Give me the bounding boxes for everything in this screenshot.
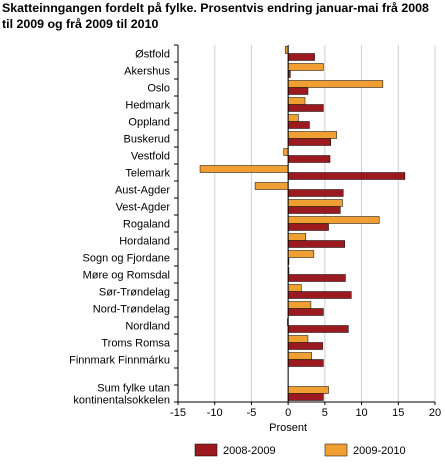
category-label: Vestfold: [131, 151, 170, 163]
category-label: Telemark: [125, 168, 170, 180]
bar-series-2: [254, 182, 289, 190]
x-tick-label: -10: [207, 407, 223, 419]
bar-series-1: [287, 53, 315, 61]
bar-series-1: [287, 172, 406, 180]
bar-series-1: [287, 121, 310, 129]
x-tick-label: 20: [429, 407, 441, 419]
bar-series-1: [287, 325, 349, 333]
x-tick-label: -15: [170, 407, 186, 419]
bar-series-2: [287, 250, 315, 258]
bar-series-2: [199, 165, 289, 173]
category-label: Vest-Agder: [116, 202, 171, 214]
bar-series-1: [287, 138, 331, 146]
bar-series-1: [287, 189, 344, 197]
category-label: Hedmark: [125, 100, 170, 112]
category-label: Akershus: [124, 66, 170, 78]
category-label: Hordaland: [119, 236, 170, 248]
bar-series-2: [287, 233, 307, 241]
x-tick-label: 5: [322, 407, 328, 419]
category-label: Oslo: [147, 83, 170, 95]
chart-title: Skatteinngangen fordelt på fylke. Prosen…: [2, 1, 429, 31]
category-label: Troms Romsa: [101, 338, 171, 350]
category-label: Nord-Trøndelag: [93, 304, 170, 316]
bar-series-1: [287, 342, 323, 350]
category-labels: Østfold Akershus Oslo Hedmark Oppland Buskeru…: [69, 49, 171, 407]
x-tick-label: 15: [392, 407, 404, 419]
bar-series-1: [287, 87, 309, 95]
bar-series-1: [287, 393, 324, 401]
category-label: Nordland: [125, 321, 170, 333]
category-label: Oppland: [128, 117, 170, 129]
legend-swatch: [324, 443, 348, 457]
axes: [174, 44, 436, 405]
legend-label: 2008-2009: [223, 445, 276, 457]
category-label: Møre og Romsdal: [83, 270, 170, 282]
category-label: Rogaland: [123, 219, 170, 231]
bar-series-2: [287, 131, 337, 139]
bar-series-1: [287, 240, 345, 248]
legend-label: 2009-2010: [353, 445, 406, 457]
category-label: Østfold: [135, 49, 170, 61]
legend-swatch: [194, 443, 218, 457]
bar-series-1: [287, 359, 324, 367]
category-label: Sogn og Fjordane: [83, 253, 170, 265]
legend: 2008-2009 2009-2010: [194, 443, 406, 457]
bar-series-2: [287, 335, 309, 343]
x-tick-labels: -15 -10 -5 0 5 10 15 20: [170, 407, 441, 419]
bar-series-2: [287, 199, 343, 207]
category-label: kontinentalsokkelen: [73, 395, 170, 407]
bar-series-1: [287, 104, 324, 112]
bar-series-1: [287, 223, 329, 231]
bar-series-2: [287, 284, 302, 292]
bar-series-2: [287, 301, 312, 309]
bar-series-2: [283, 148, 289, 156]
category-label: Sør-Trøndelag: [99, 287, 170, 299]
bars: [199, 46, 406, 401]
x-axis-title: Prosent: [269, 422, 307, 434]
bar-series-1: [287, 206, 341, 214]
x-tick-label: -5: [247, 407, 257, 419]
bar-series-1: [287, 155, 331, 163]
bar-series-2: [287, 63, 324, 71]
category-label: Aust-Agder: [115, 185, 170, 197]
bar-series-2: [287, 352, 312, 360]
bar-series-2: [287, 80, 384, 88]
category-label: Sum fylke utan: [97, 383, 170, 395]
x-tick-label: 0: [285, 407, 291, 419]
bar-series-2: [287, 114, 299, 122]
bar-series-1: [287, 274, 346, 282]
x-tick-label: 10: [355, 407, 367, 419]
category-label: Buskerud: [124, 134, 170, 146]
bar-series-2: [287, 386, 329, 394]
bar-series-2: [287, 216, 380, 224]
bar-series-1: [287, 291, 352, 299]
category-label: Finnmark Finnmárku: [69, 355, 170, 367]
bar-series-1: [287, 308, 324, 316]
bar-series-2: [287, 97, 306, 105]
